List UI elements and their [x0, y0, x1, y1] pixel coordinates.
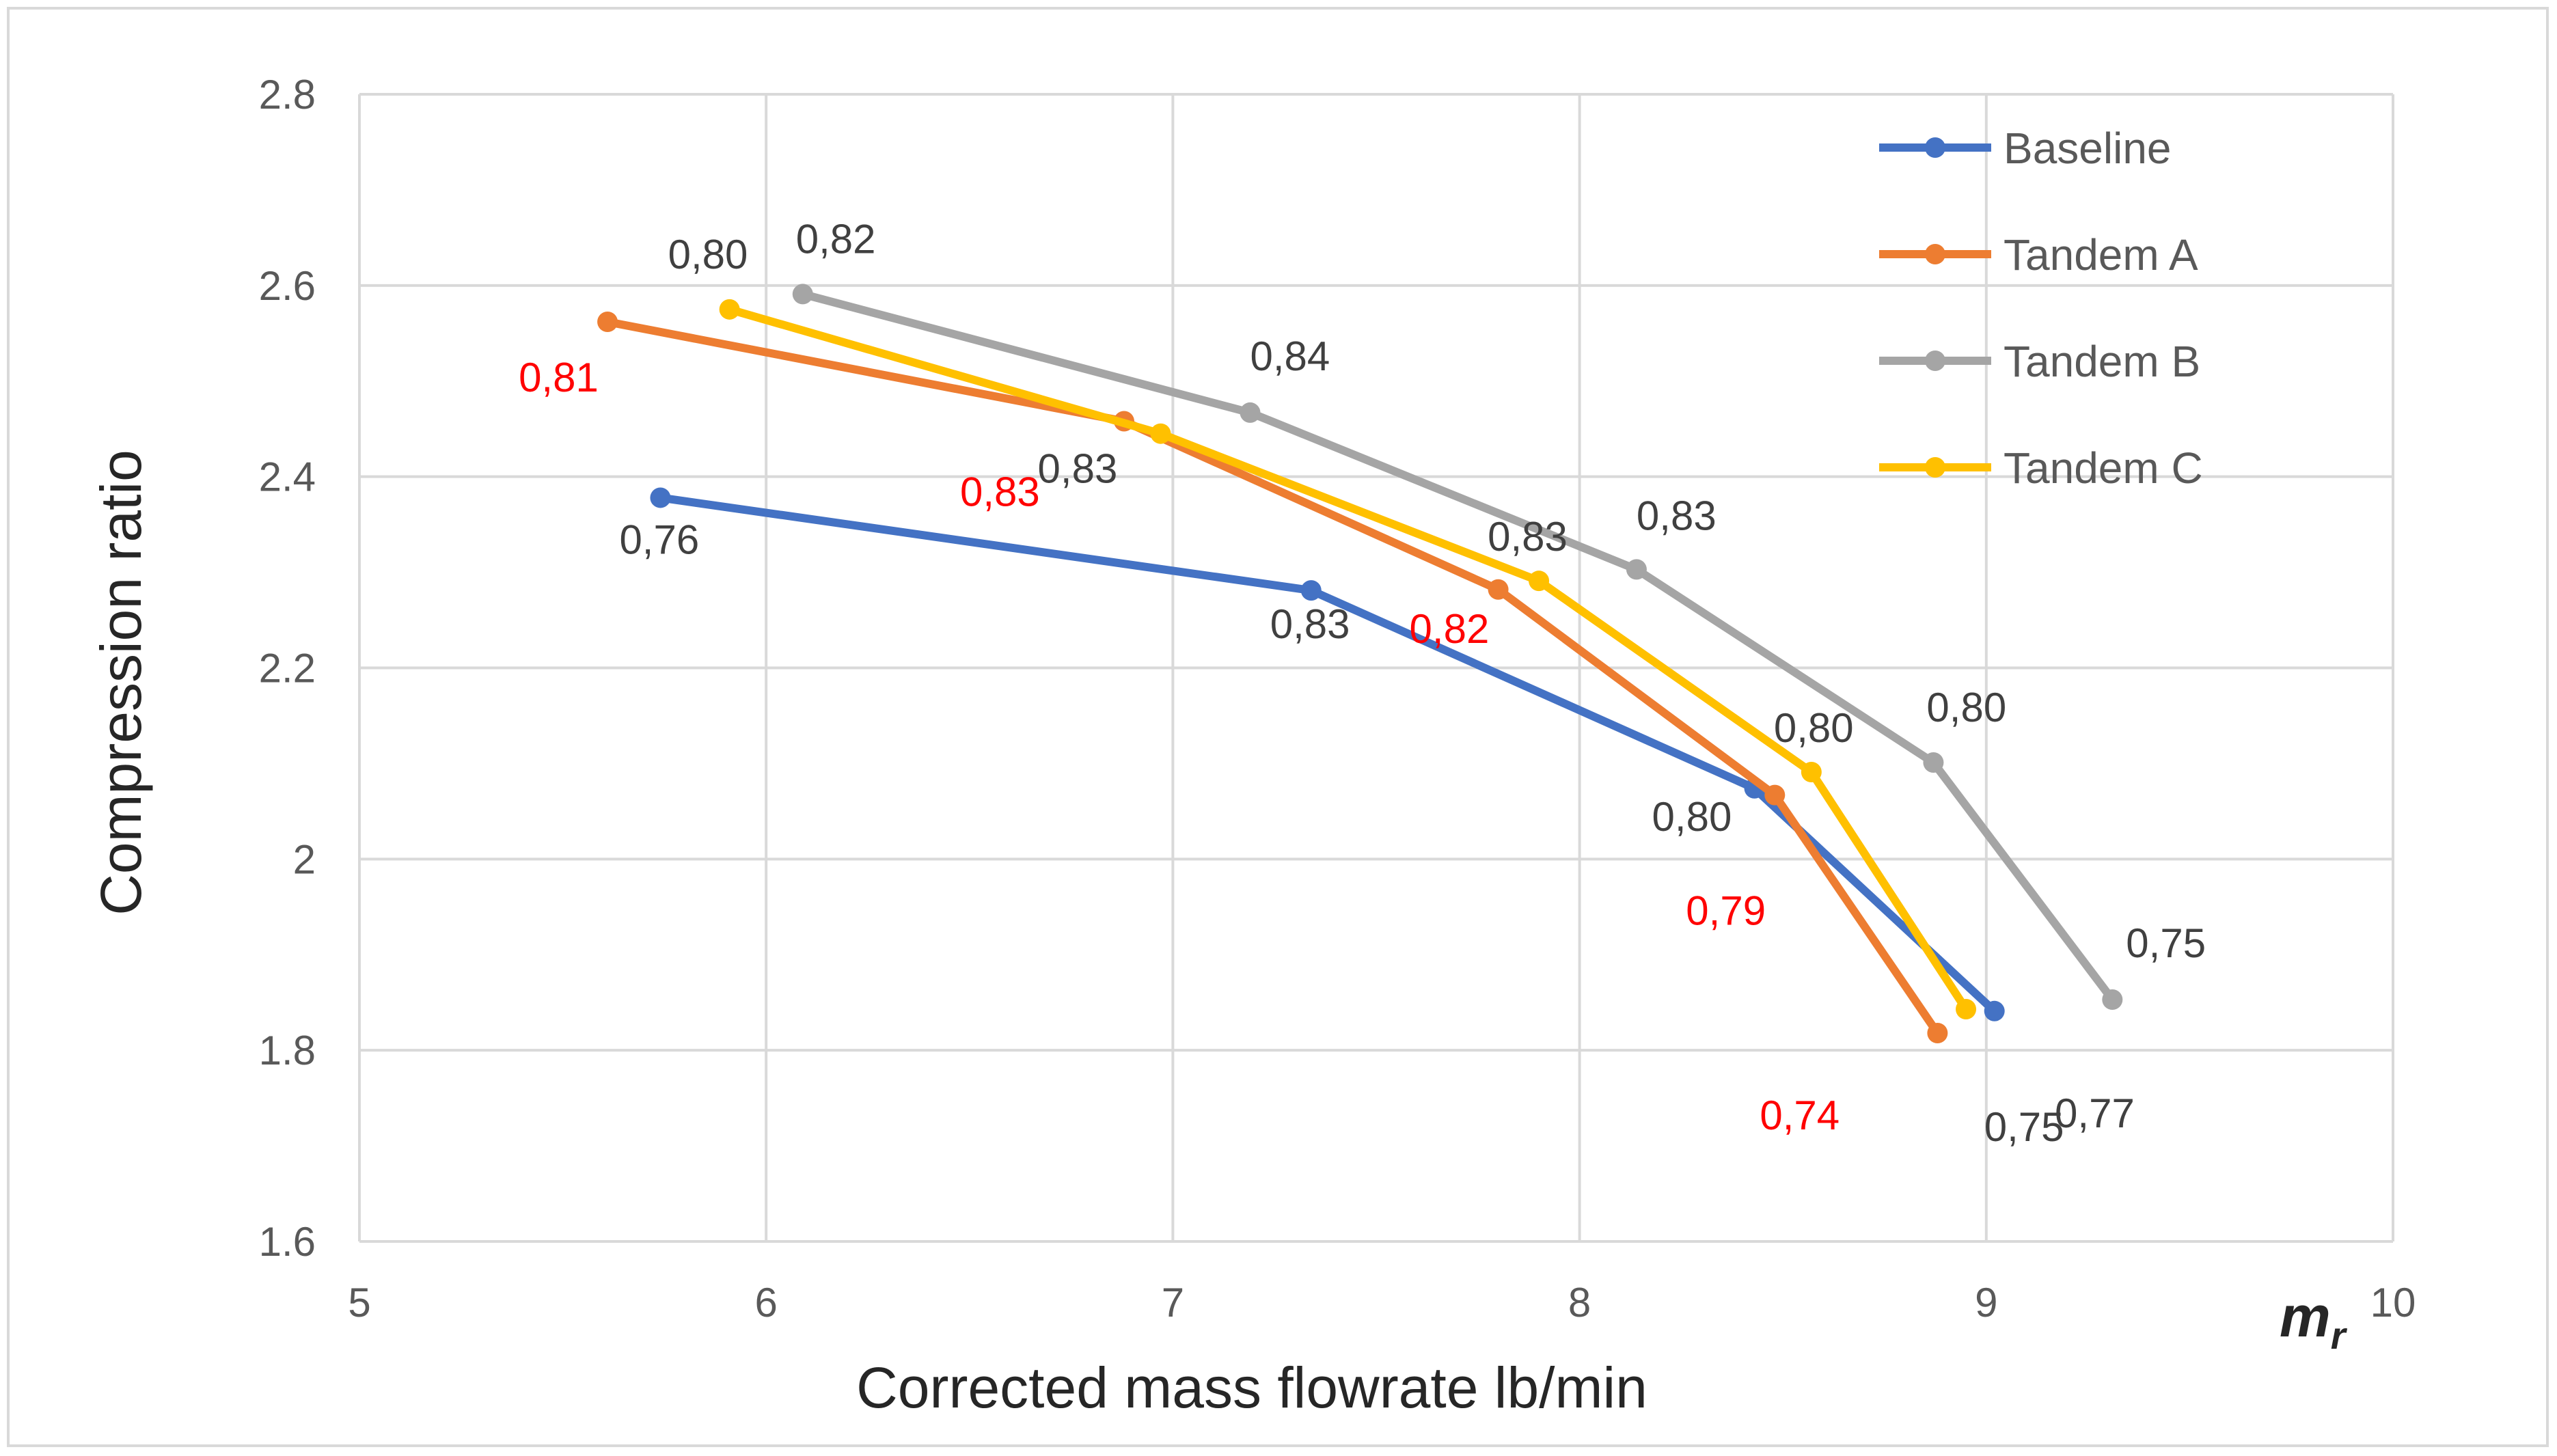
legend-marker: [1925, 244, 1945, 264]
legend-item: Tandem A: [1879, 230, 2198, 279]
x-tick-label: 6: [755, 1280, 778, 1325]
data-point-tandem-b: [1626, 559, 1647, 580]
data-label-tandem-c: 0,80: [1774, 705, 1854, 751]
data-label-tandem-b: 0,82: [796, 216, 876, 262]
x-tick-label: 7: [1162, 1280, 1184, 1325]
series-tandem-a: [597, 312, 1948, 1043]
series: [597, 284, 2123, 1043]
y-tick-label: 2.8: [259, 72, 316, 118]
x-tick-label: 5: [348, 1280, 370, 1325]
series-baseline: [650, 487, 2005, 1021]
data-label-baseline: 0,75: [1984, 1104, 2064, 1150]
data-point-tandem-a: [1488, 579, 1509, 600]
legend-item: Tandem C: [1879, 443, 2203, 493]
data-label-baseline: 0,83: [1270, 601, 1350, 647]
data-point-tandem-c: [1801, 762, 1822, 783]
axis-ticks: 5 6 7 8 9 10 1.6 1.8 2 2.2 2.4 2.6 2.8: [259, 72, 2416, 1325]
series-tandem-b: [792, 284, 2123, 1011]
y-tick-label: 1.8: [259, 1028, 316, 1073]
data-label-tandem-c: 0,83: [1488, 514, 1568, 560]
data-label-tandem-c: 0,83: [1038, 446, 1118, 492]
data-point-tandem-c: [1529, 571, 1550, 592]
legend-marker: [1925, 351, 1945, 371]
data-label-tandem-a: 0,79: [1686, 888, 1766, 934]
x-tick-label: 10: [2370, 1280, 2416, 1325]
data-point-tandem-a: [597, 312, 618, 333]
x-tick-label: 9: [1975, 1280, 1997, 1325]
data-label-baseline: 0,80: [1652, 794, 1732, 840]
data-label-tandem-a: 0,83: [960, 469, 1040, 515]
data-labels: 0,76 0,83 0,80 0,75 0,81 0,83 0,82 0,79 0,74 0,82…: [519, 216, 2206, 1149]
data-point-tandem-c: [1956, 999, 1977, 1020]
data-point-tandem-c: [719, 299, 740, 320]
series-tandem-c: [719, 299, 1977, 1020]
legend-label: Baseline: [2004, 124, 2172, 173]
data-label-tandem-a: 0,81: [519, 355, 599, 400]
data-label-tandem-b: 0,75: [2126, 920, 2206, 966]
legend-marker: [1925, 457, 1945, 478]
legend-label: Tandem B: [2004, 337, 2200, 386]
data-label-tandem-b: 0,80: [1926, 685, 2006, 730]
data-point-baseline: [650, 487, 671, 508]
data-point-tandem-c: [1150, 423, 1171, 444]
data-label-tandem-b: 0,84: [1250, 333, 1330, 379]
data-label-tandem-b: 0,83: [1637, 493, 1717, 538]
data-point-tandem-b: [2102, 989, 2123, 1011]
grid: [358, 93, 2394, 1243]
legend-marker: [1925, 137, 1945, 158]
data-point-tandem-b: [1923, 752, 1944, 773]
y-tick-label: 2.6: [259, 263, 316, 309]
legend: Baseline Tandem A Tandem B Tandem C: [1879, 124, 2203, 493]
series-line-baseline: [656, 493, 1999, 1015]
x-tick-label: 8: [1568, 1280, 1591, 1325]
chart-frame: 5 6 7 8 9 10 1.6 1.8 2 2.2 2.4 2.6 2.8 0,76 0,83 0,80 0…: [7, 7, 2549, 1447]
legend-item: Baseline: [1879, 124, 2172, 173]
x-axis-title: Corrected mass flowrate lb/min: [856, 1356, 1647, 1420]
data-point-tandem-b: [1240, 402, 1261, 423]
data-point-tandem-a: [1764, 784, 1786, 806]
legend-label: Tandem C: [2004, 443, 2203, 493]
data-label-tandem-c: 0,80: [668, 232, 748, 277]
data-label-tandem-c: 0,77: [2055, 1090, 2135, 1136]
y-axis-title: Compression ratio: [89, 450, 153, 916]
y-tick-label: 2.2: [259, 646, 316, 691]
axis-end-symbol-m: m: [2280, 1285, 2331, 1349]
data-point-tandem-a: [1927, 1022, 1948, 1043]
data-label-baseline: 0,76: [619, 517, 699, 562]
y-tick-label: 2.4: [259, 454, 316, 500]
axis-end-symbol: mr: [2280, 1285, 2348, 1357]
data-label-tandem-a: 0,82: [1410, 606, 1490, 652]
legend-label: Tandem A: [2004, 230, 2198, 279]
y-tick-label: 1.6: [259, 1219, 316, 1265]
data-point-tandem-b: [792, 284, 813, 305]
data-point-baseline: [1300, 580, 1322, 601]
data-point-baseline: [1984, 1000, 2005, 1021]
chart: 5 6 7 8 9 101.61.822.22.42.62.8 0,760,830,800…: [89, 72, 2416, 1420]
axis-end-symbol-subscript: r: [2331, 1314, 2348, 1357]
y-tick-label: 2: [293, 836, 316, 882]
data-label-tandem-a: 0,74: [1760, 1093, 1840, 1138]
legend-item: Tandem B: [1879, 337, 2200, 386]
